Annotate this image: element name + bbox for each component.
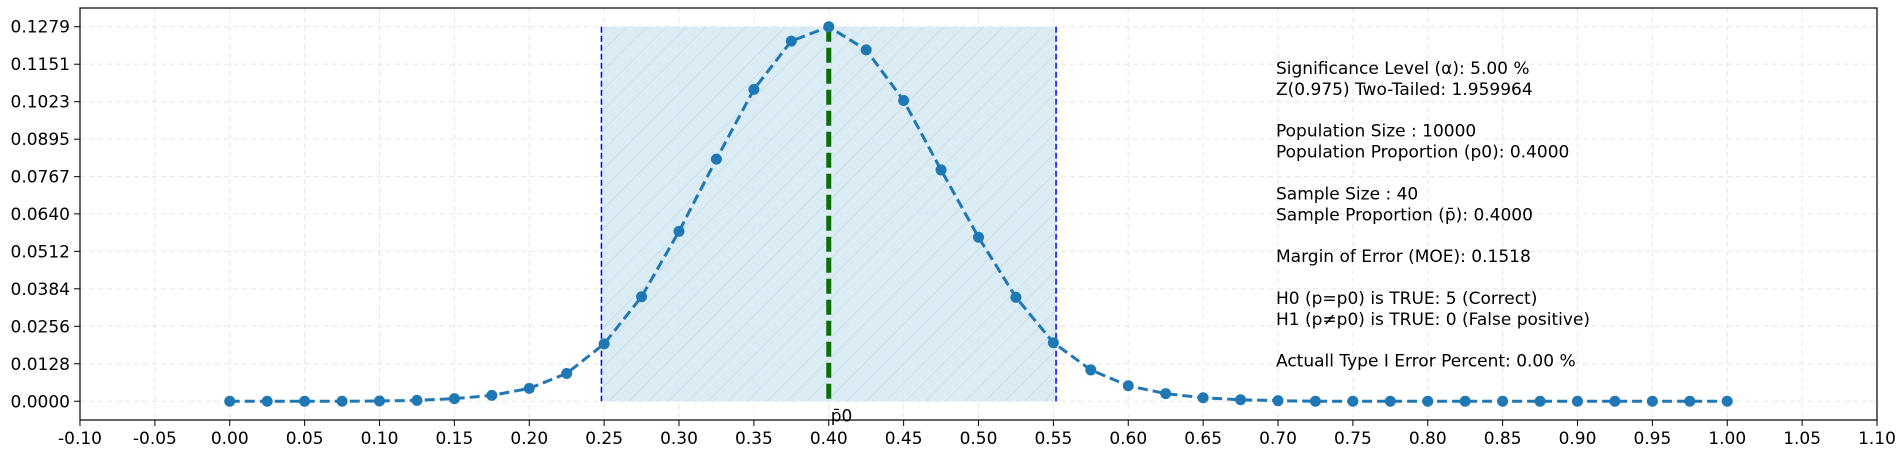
- data-point: [1309, 395, 1321, 407]
- p0-label: p̄0: [831, 406, 853, 426]
- y-tick-label: 0.1023: [11, 93, 70, 113]
- x-tick-label: 0.50: [960, 429, 998, 449]
- data-point: [224, 395, 236, 407]
- data-point: [1459, 395, 1471, 407]
- data-point: [1272, 395, 1284, 407]
- data-point: [1085, 364, 1097, 376]
- x-tick-label: 0.80: [1409, 429, 1447, 449]
- data-point: [1609, 395, 1621, 407]
- data-point: [898, 95, 910, 107]
- data-point: [1122, 380, 1134, 392]
- y-tick-label: 0.1279: [11, 18, 70, 38]
- info-line: H1 (p≠p0) is TRUE: 0 (False positive): [1276, 310, 1590, 330]
- series-line: [229, 25, 1728, 403]
- x-tick-label: 1.05: [1783, 429, 1821, 449]
- x-tick-label: 0.55: [1034, 429, 1072, 449]
- x-tick-label: 0.25: [585, 429, 623, 449]
- data-point: [973, 231, 984, 243]
- axes: p̄0 -0.10 -0.05 0.00 0.05 0.10 0.15 0.20 0.25 0.3…: [11, 7, 1896, 449]
- x-tick-label: 0.70: [1259, 429, 1297, 449]
- info-line: H0 (p=p0) is TRUE: 5 (Correct): [1276, 289, 1537, 309]
- x-tick-label: 0.15: [435, 429, 473, 449]
- data-point: [1235, 394, 1247, 406]
- data-point: [523, 382, 535, 394]
- y-tick-label: 0.0767: [11, 168, 70, 188]
- data-point: [935, 164, 947, 176]
- info-line: Actuall Type I Error Percent: 0.00 %: [1276, 352, 1576, 372]
- y-tick-label: 0.0895: [11, 130, 70, 150]
- series-layer: [224, 21, 1733, 407]
- x-tick-label: 0.90: [1559, 429, 1597, 449]
- y-tick-label: 0.0640: [11, 205, 70, 225]
- data-point: [448, 393, 460, 405]
- x-tick-label: 0.40: [810, 429, 848, 449]
- x-tick-label: -0.05: [133, 429, 177, 449]
- data-point: [561, 367, 573, 379]
- data-point: [1646, 395, 1658, 407]
- x-tick-label: 0.20: [510, 429, 548, 449]
- data-point: [598, 338, 610, 350]
- y-tick-label: 0.0512: [11, 242, 70, 262]
- data-point: [336, 395, 348, 407]
- data-point: [748, 83, 760, 95]
- data-point: [823, 21, 835, 33]
- x-tick-label: 0.65: [1184, 429, 1222, 449]
- y-tick-label: 0.0256: [11, 317, 70, 337]
- data-point: [1684, 395, 1696, 407]
- x-tick-label: 0.45: [885, 429, 923, 449]
- data-point: [1347, 395, 1359, 407]
- confidence-region: [600, 26, 1057, 402]
- x-tick-label: 0.85: [1484, 429, 1522, 449]
- data-point: [374, 395, 385, 407]
- x-tick-label: 1.00: [1708, 429, 1746, 449]
- x-tick-label: 0.95: [1633, 429, 1671, 449]
- data-point: [1572, 395, 1583, 407]
- x-tick-label: 0.35: [735, 429, 773, 449]
- data-point: [1160, 388, 1172, 400]
- data-point: [1047, 337, 1059, 349]
- x-tick-label: 0.60: [1109, 429, 1147, 449]
- data-point: [1497, 395, 1509, 407]
- y-tick-label: 0.1151: [11, 55, 70, 75]
- grid: [79, 8, 1878, 420]
- x-tick-label: -0.10: [58, 429, 102, 449]
- data-point: [1721, 395, 1733, 407]
- data-point: [860, 44, 872, 56]
- data-point: [785, 35, 797, 47]
- data-point: [1534, 395, 1546, 407]
- x-tick-label: 0.05: [286, 429, 324, 449]
- data-point: [299, 395, 311, 407]
- data-point: [710, 153, 722, 165]
- y-tick-label: 0.0128: [11, 355, 70, 375]
- info-line: Sample Proportion (p̄): 0.4000: [1276, 205, 1533, 225]
- info-line: Population Proportion (p0): 0.4000: [1276, 143, 1569, 163]
- x-tick-label: 0.30: [660, 429, 698, 449]
- data-point: [261, 395, 273, 407]
- x-tick-label: 0.00: [211, 429, 249, 449]
- y-tick-label: 0.0384: [11, 280, 70, 300]
- confidence-hatch: [601, 26, 1057, 402]
- data-point: [411, 394, 423, 406]
- info-panel: Significance Level (α): 5.00 %Z(0.975) T…: [1276, 59, 1590, 372]
- x-tick-label: 1.10: [1858, 429, 1896, 449]
- data-point: [1384, 395, 1396, 407]
- data-point: [486, 389, 498, 401]
- info-line: Margin of Error (MOE): 0.1518: [1276, 247, 1531, 267]
- data-point: [1010, 291, 1022, 303]
- data-point: [1422, 395, 1434, 407]
- data-point: [636, 291, 648, 303]
- info-line: Population Size : 10000: [1276, 122, 1476, 142]
- x-tick-label: 0.10: [361, 429, 399, 449]
- info-line: Significance Level (α): 5.00 %: [1276, 59, 1530, 79]
- info-line: Z(0.975) Two-Tailed: 1.959964: [1276, 80, 1533, 100]
- y-tick-label: 0.0000: [11, 392, 70, 412]
- x-tick-label: 0.75: [1334, 429, 1372, 449]
- info-line: Sample Size : 40: [1276, 184, 1418, 204]
- data-point: [1197, 392, 1209, 404]
- data-point: [673, 225, 685, 237]
